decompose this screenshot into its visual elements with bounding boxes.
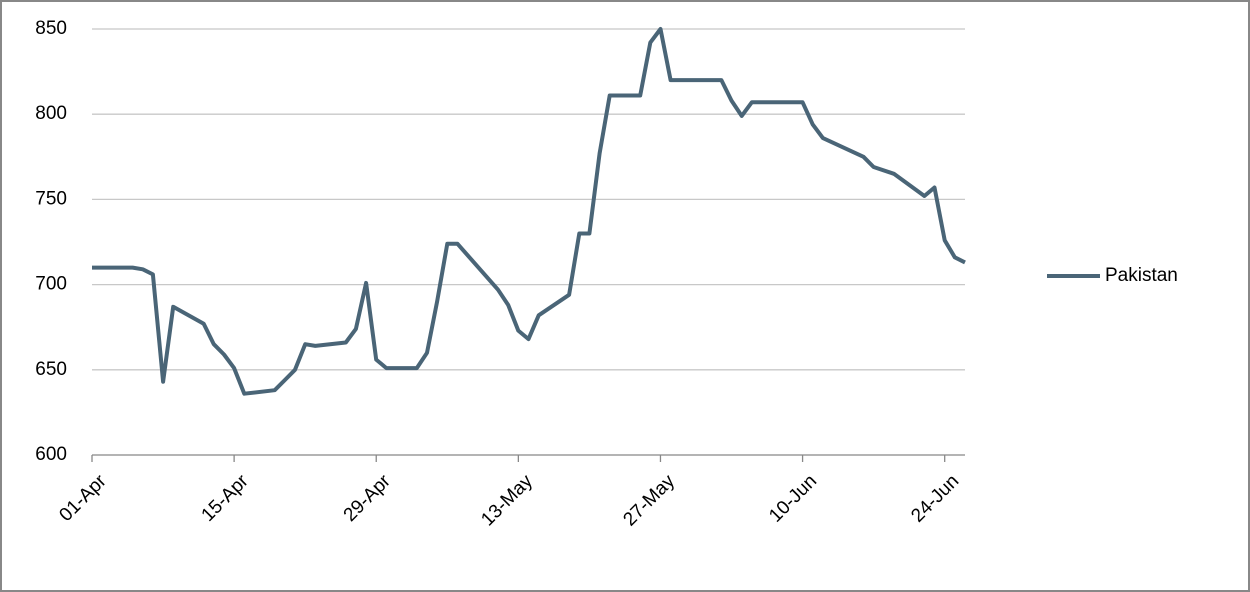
y-tick-label: 750 [35,188,67,209]
y-tick-label: 800 [35,103,67,124]
legend-label: Pakistan [1105,265,1178,286]
y-tick-label: 650 [35,359,67,380]
y-tick-label: 850 [35,18,67,39]
y-tick-label: 700 [35,274,67,295]
y-tick-label: 600 [35,444,67,465]
data-line [92,27,966,396]
